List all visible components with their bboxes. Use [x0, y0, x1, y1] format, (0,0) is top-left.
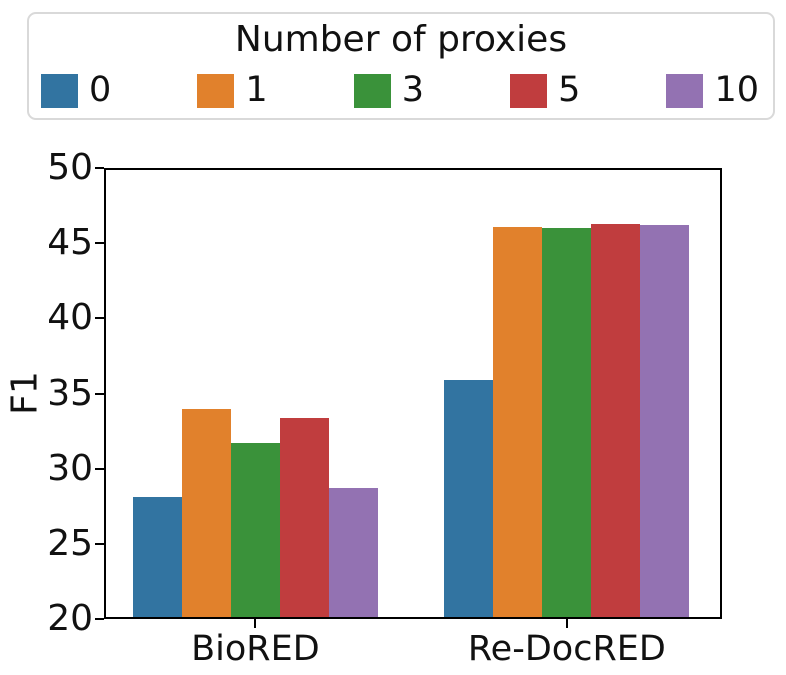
y-tick-mark — [95, 542, 104, 545]
y-tick-label: 45 — [47, 222, 93, 264]
bar-re-docred-proxies-5 — [591, 223, 641, 619]
y-tick-mark — [95, 618, 104, 620]
legend-swatch-icon — [666, 73, 704, 108]
y-tick-label: 50 — [47, 147, 93, 188]
legend-swatch-icon — [353, 73, 391, 108]
bar-biored-proxies-10 — [328, 488, 378, 619]
y-tick-label: 25 — [47, 522, 93, 564]
y-tick-label: 35 — [47, 372, 93, 414]
legend-entry-label: 0 — [89, 70, 112, 110]
legend: Number of proxies 0 1 3 5 10 — [27, 12, 775, 120]
bar-re-docred-proxies-3 — [542, 228, 592, 619]
legend-entry-3[interactable]: 3 — [353, 70, 424, 110]
y-tick-mark — [95, 392, 104, 395]
legend-entry-label: 10 — [714, 70, 759, 110]
x-tick-label-re-docred: Re-DocRED — [467, 629, 666, 669]
bar-re-docred-proxies-0 — [444, 379, 494, 619]
bar-biored-proxies-1 — [181, 408, 231, 619]
legend-entries: 0 1 3 5 10 — [41, 73, 759, 108]
legend-swatch-icon — [197, 73, 235, 108]
bar-biored-proxies-0 — [132, 497, 182, 619]
x-tick-mark — [565, 619, 568, 628]
bar-biored-proxies-5 — [279, 417, 329, 619]
y-tick-mark — [95, 317, 104, 320]
y-tick-label: 20 — [47, 598, 93, 639]
y-tick-label: 40 — [47, 297, 93, 339]
legend-entry-0[interactable]: 0 — [41, 73, 111, 108]
legend-swatch-icon — [510, 73, 548, 108]
bar-re-docred-proxies-10 — [640, 225, 690, 619]
x-tick-label-biored: BioRED — [191, 629, 320, 669]
legend-title: Number of proxies — [234, 19, 568, 60]
y-tick-mark — [95, 167, 104, 169]
legend-swatch-icon — [41, 73, 78, 108]
legend-entry-5[interactable]: 5 — [510, 73, 580, 108]
y-tick-mark — [95, 242, 104, 245]
legend-entry-label: 5 — [558, 70, 581, 110]
x-tick-mark — [254, 619, 257, 628]
y-tick-label: 30 — [47, 447, 93, 489]
legend-entry-label: 3 — [401, 70, 424, 110]
y-tick-mark — [95, 467, 104, 470]
legend-entry-1[interactable]: 1 — [197, 70, 268, 110]
legend-entry-10[interactable]: 10 — [666, 73, 759, 108]
bar-biored-proxies-3 — [230, 443, 280, 619]
legend-entry-label: 1 — [245, 70, 268, 110]
bar-re-docred-proxies-1 — [493, 226, 543, 619]
